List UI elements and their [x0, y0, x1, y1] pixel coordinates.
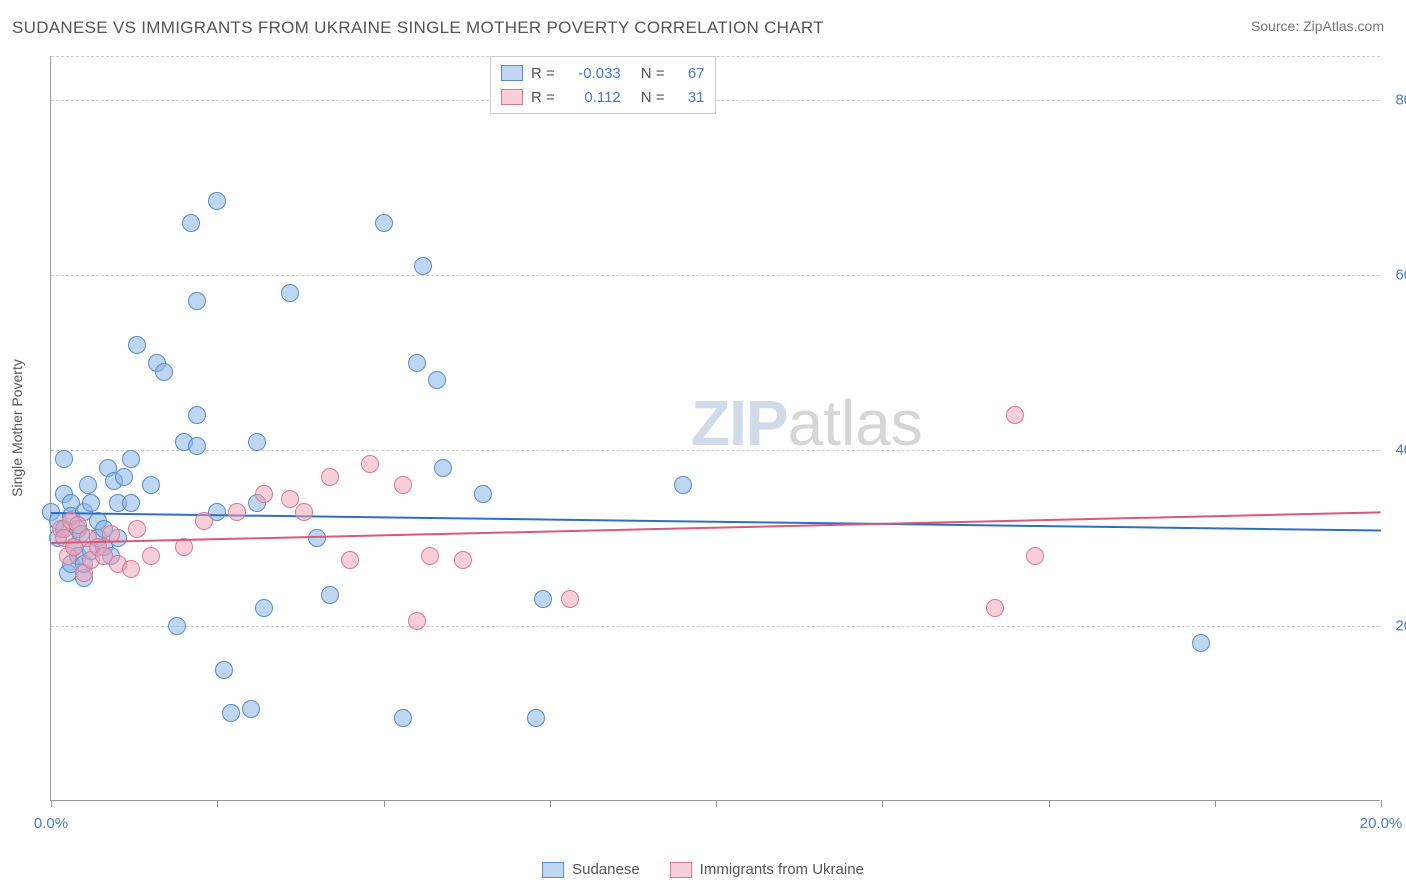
data-point-sudanese: [215, 661, 233, 679]
x-tick-label: 20.0%: [1360, 815, 1403, 832]
data-point-sudanese: [674, 476, 692, 494]
data-point-sudanese: [248, 433, 266, 451]
data-point-sudanese: [55, 450, 73, 468]
data-point-sudanese: [128, 336, 146, 354]
y-axis-label: Single Mother Poverty: [9, 359, 25, 497]
data-point-sudanese: [222, 704, 240, 722]
y-tick-label: 40.0%: [1395, 442, 1406, 459]
data-point-sudanese: [428, 371, 446, 389]
data-point-ukraine: [195, 512, 213, 530]
gridline: [51, 450, 1380, 451]
data-point-sudanese: [375, 214, 393, 232]
x-tick: [550, 800, 551, 807]
data-point-ukraine: [1006, 406, 1024, 424]
swatch-sudanese: [542, 862, 564, 878]
data-point-ukraine: [128, 520, 146, 538]
data-point-sudanese: [115, 468, 133, 486]
n-prefix: N =: [641, 89, 665, 106]
n-value-sudanese: 67: [677, 65, 705, 82]
data-point-sudanese: [534, 590, 552, 608]
plot-area: Single Mother Poverty ZIPatlas 20.0%40.0…: [50, 56, 1380, 801]
watermark-zip: ZIP: [691, 387, 788, 459]
chart-title: SUDANESE VS IMMIGRANTS FROM UKRAINE SING…: [12, 18, 824, 38]
data-point-ukraine: [295, 503, 313, 521]
y-tick-label: 80.0%: [1395, 91, 1406, 108]
data-point-sudanese: [434, 459, 452, 477]
data-point-ukraine: [228, 503, 246, 521]
swatch-ukraine: [670, 862, 692, 878]
data-point-ukraine: [255, 485, 273, 503]
data-point-ukraine: [122, 560, 140, 578]
x-tick: [1381, 800, 1382, 807]
legend-item-ukraine: Immigrants from Ukraine: [670, 861, 864, 878]
r-value-sudanese: -0.033: [567, 65, 621, 82]
data-point-sudanese: [188, 292, 206, 310]
legend-label-sudanese: Sudanese: [572, 861, 640, 878]
watermark: ZIPatlas: [691, 386, 923, 460]
data-point-sudanese: [527, 709, 545, 727]
x-tick: [882, 800, 883, 807]
x-tick: [716, 800, 717, 807]
data-point-sudanese: [394, 709, 412, 727]
legend-label-ukraine: Immigrants from Ukraine: [700, 861, 864, 878]
data-point-ukraine: [454, 551, 472, 569]
data-point-ukraine: [321, 468, 339, 486]
data-point-sudanese: [281, 284, 299, 302]
legend-row-sudanese: R = -0.033 N = 67: [501, 61, 705, 85]
data-point-sudanese: [1192, 634, 1210, 652]
data-point-ukraine: [421, 547, 439, 565]
x-tick: [384, 800, 385, 807]
x-tick: [1049, 800, 1050, 807]
x-tick-label: 0.0%: [34, 815, 68, 832]
data-point-sudanese: [182, 214, 200, 232]
data-point-sudanese: [168, 617, 186, 635]
swatch-sudanese: [501, 65, 523, 81]
data-point-ukraine: [341, 551, 359, 569]
data-point-sudanese: [308, 529, 326, 547]
gridline: [51, 626, 1380, 627]
data-point-sudanese: [82, 494, 100, 512]
data-point-sudanese: [414, 257, 432, 275]
x-tick: [1215, 800, 1216, 807]
data-point-ukraine: [986, 599, 1004, 617]
data-point-sudanese: [208, 192, 226, 210]
watermark-atlas: atlas: [788, 387, 923, 459]
data-point-sudanese: [188, 406, 206, 424]
data-point-sudanese: [122, 450, 140, 468]
n-value-ukraine: 31: [677, 89, 705, 106]
data-point-ukraine: [361, 455, 379, 473]
data-point-ukraine: [561, 590, 579, 608]
data-point-ukraine: [408, 612, 426, 630]
swatch-ukraine: [501, 89, 523, 105]
data-point-ukraine: [394, 476, 412, 494]
data-point-sudanese: [474, 485, 492, 503]
data-point-ukraine: [1026, 547, 1044, 565]
data-point-sudanese: [142, 476, 160, 494]
legend-item-sudanese: Sudanese: [542, 861, 640, 878]
legend-correlation-box: R = -0.033 N = 67 R = 0.112 N = 31: [490, 56, 716, 114]
source-name: ZipAtlas.com: [1303, 18, 1384, 34]
data-point-sudanese: [408, 354, 426, 372]
y-tick-label: 20.0%: [1395, 617, 1406, 634]
data-point-sudanese: [255, 599, 273, 617]
data-point-sudanese: [242, 700, 260, 718]
data-point-sudanese: [155, 363, 173, 381]
r-prefix: R =: [531, 89, 555, 106]
x-tick: [217, 800, 218, 807]
data-point-sudanese: [122, 494, 140, 512]
source-label: Source:: [1251, 18, 1303, 34]
data-point-sudanese: [188, 437, 206, 455]
gridline: [51, 275, 1380, 276]
n-prefix: N =: [641, 65, 665, 82]
x-tick: [51, 800, 52, 807]
data-point-ukraine: [142, 547, 160, 565]
legend-bottom: Sudanese Immigrants from Ukraine: [542, 861, 864, 878]
legend-row-ukraine: R = 0.112 N = 31: [501, 85, 705, 109]
source-attribution: Source: ZipAtlas.com: [1251, 18, 1384, 34]
y-tick-label: 60.0%: [1395, 267, 1406, 284]
r-prefix: R =: [531, 65, 555, 82]
data-point-sudanese: [79, 476, 97, 494]
r-value-ukraine: 0.112: [567, 89, 621, 106]
data-point-sudanese: [321, 586, 339, 604]
